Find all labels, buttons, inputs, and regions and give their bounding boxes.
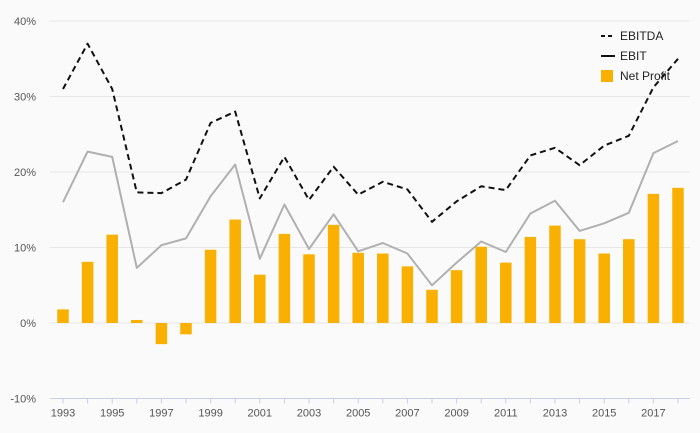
x-tick-label: 2001 [248,408,272,420]
net-profit-bar [647,193,660,323]
x-tick-label: 2011 [494,408,518,420]
net-profit-bar [598,253,610,323]
net-profit-bar [623,239,635,323]
x-tick-label: 1997 [149,408,173,420]
net-profit-bar [106,234,118,323]
net-profit-bar [278,233,291,323]
net-profit-bar [401,266,414,323]
legend-label-ebitda: EBITDA [620,29,663,43]
net-profit-bar [672,187,684,323]
legend-swatch-net-profit [601,70,613,82]
net-profit-bar [229,219,241,323]
x-tick-label: 2005 [346,408,370,420]
x-tick-label: 1999 [198,408,222,420]
y-tick-label: 30% [14,92,36,104]
net-profit-bar [254,274,266,323]
y-tick-label: 40% [14,16,36,28]
net-profit-bar [426,289,438,323]
y-tick-label: 10% [14,243,36,255]
x-tick-label: 2007 [395,408,419,420]
x-tick-label: 2017 [641,408,665,420]
x-tick-label: 2013 [543,408,567,420]
net-profit-bar [475,246,487,323]
legend-label-ebit: EBIT [620,49,647,63]
x-tick-label: 1993 [51,408,75,420]
net-profit-bar [352,252,364,323]
x-tick-label: 2009 [444,408,468,420]
y-tick-label: 0% [20,318,36,330]
ebitda-line [62,42,679,223]
ebit-line [62,140,679,287]
net-profit-bar [57,309,69,323]
net-profit-bar [155,323,168,345]
axes: -10% 0% 10% 20% 30% 40% 1993 1995 1997 1999 2001 20… [10,16,690,420]
x-tick-label: 2003 [297,408,321,420]
net-profit-bar [303,254,315,323]
x-tick-label: 1995 [100,408,124,420]
y-tick-label: 20% [14,167,36,179]
net-profit-bar [327,224,340,323]
net-profit-bar [549,225,561,323]
net-profit-bar [524,236,537,323]
net-profit-bar [377,253,389,323]
net-profit-bars [57,187,684,345]
legend-label-net-profit: Net Profit [620,69,671,83]
legend: EBITDA EBIT Net Profit [601,29,671,83]
net-profit-bar [180,323,192,335]
line-series [62,42,679,287]
net-profit-bar [81,261,94,323]
net-profit-bar [500,262,512,323]
net-profit-bar [573,239,586,323]
net-profit-bar [204,249,217,323]
net-profit-bar [450,270,463,323]
y-tick-label: -10% [10,394,36,406]
x-tick-label: 2015 [592,408,616,420]
net-profit-bar [131,319,143,323]
